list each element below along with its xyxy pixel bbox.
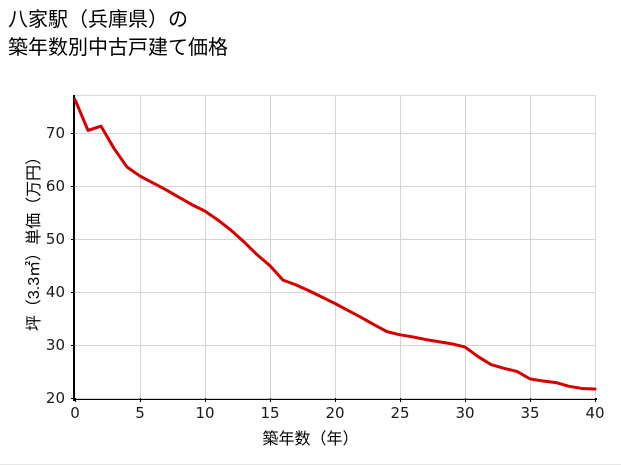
x-tick-label-5: 5 [135,404,145,422]
y-axis-title: 坪（3.3㎡）単価（万円） [26,148,43,332]
chart-title-line-1: 八家駅（兵庫県）の [8,9,188,31]
x-tick-label-20: 20 [325,404,345,422]
x-tick-label-25: 25 [390,404,410,422]
x-tickmark-40 [595,398,596,402]
y-tickmark-30 [71,345,75,346]
x-tick-label-40: 40 [585,404,605,422]
x-tickmark-25 [400,398,401,402]
gridline-x-5 [140,95,141,398]
x-tickmark-20 [335,398,336,402]
gridline-x-10 [205,95,206,398]
x-tick-label-30: 30 [455,404,475,422]
x-tick-label-15: 15 [260,404,280,422]
y-tickmark-20 [71,398,75,399]
y-tickmark-50 [71,239,75,240]
x-tickmark-10 [205,398,206,402]
gridline-x-30 [465,95,466,398]
plot-area [71,95,597,402]
y-tickmark-70 [71,133,75,134]
y-tickmark-40 [71,292,75,293]
x-tickmark-0 [75,398,76,402]
gridline-x-25 [400,95,401,398]
y-axis-line [73,95,75,401]
x-tickmark-35 [530,398,531,402]
x-tick-label-0: 0 [70,404,80,422]
x-tickmark-30 [465,398,466,402]
x-tick-label-35: 35 [520,404,540,422]
x-axis-title: 築年数（年） [262,431,359,448]
chart-title: 八家駅（兵庫県）の 築年数別中古戸建て価格 [8,6,608,62]
gridline-x-20 [335,95,336,398]
y-tickmark-60 [71,186,75,187]
x-tickmark-5 [140,398,141,402]
gridline-x-15 [270,95,271,398]
chart-title-line-2: 築年数別中古戸建て価格 [8,37,228,59]
gridline-x-35 [530,95,531,398]
x-tickmark-15 [270,398,271,402]
price-line-series [73,98,597,391]
x-tick-label-10: 10 [195,404,215,422]
y-tick-label-20: 20 [45,389,65,407]
plot-frame-right [595,95,596,398]
